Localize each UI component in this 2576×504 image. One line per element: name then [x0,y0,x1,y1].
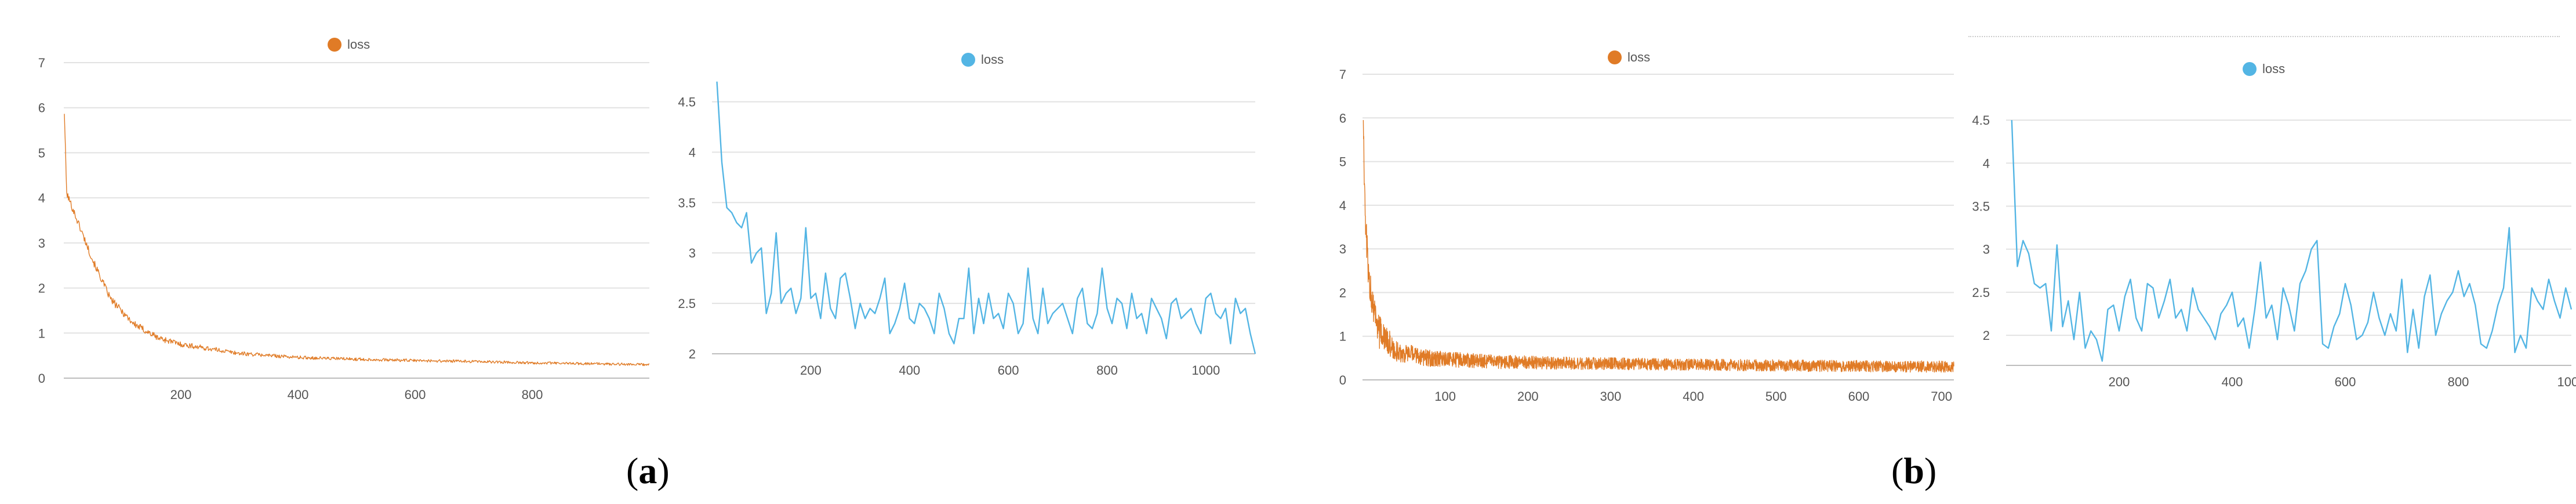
chart-a-right: loss 2 2.5 3 3.5 4 4.5 200 400 600 800 1000 [661,0,1258,441]
y-tick-label: 7 [1339,67,1346,82]
y-tick-label: 2 [1983,328,1990,343]
chart-b-left-plot: 0 1 2 3 4 5 6 7 100 200 300 400 500 600 700 [1339,67,1954,404]
y-tick-label: 2 [689,347,696,361]
y-tick-label: 5 [38,146,45,160]
x-tick-label: 200 [800,363,822,378]
y-tick-label: 6 [1339,111,1346,125]
y-tick-label: 3 [38,236,45,251]
y-tick-label: 2.5 [1972,285,1990,300]
x-tick-label: 700 [1931,389,1952,404]
x-tick-label: 1000 [1191,363,1220,378]
x-tick-label: 600 [1848,389,1870,404]
caption-a-letter: a [638,450,657,491]
x-tick-label: 100 [1434,389,1456,404]
y-tick-label: 3 [1339,242,1346,256]
chart-b-right-plot: 2 2.5 3 3.5 4 4.5 200 400 600 800 1000 [1972,113,2576,389]
legend-swatch [961,53,975,67]
y-tick-label: 0 [1339,373,1346,387]
y-tick-label: 4 [38,191,45,205]
x-tick-label: 400 [288,387,309,402]
legend: loss [328,37,370,52]
legend-swatch [2243,62,2257,76]
y-tick-label: 3 [689,246,696,260]
x-tick-label: 500 [1765,389,1787,404]
caption-b: (b) [1891,450,1937,491]
legend: loss [961,52,1004,67]
y-tick-label: 7 [38,56,45,70]
x-tick-label: 600 [405,387,426,402]
y-tick-label: 3.5 [678,195,696,210]
caption-b-letter: b [1903,450,1924,491]
y-tick-label: 4.5 [1972,113,1990,128]
caption-a: (a) [626,450,670,491]
series-line-loss [64,114,650,367]
x-tick-label: 400 [899,363,920,378]
y-tick-label: 4 [1339,198,1346,213]
series-line-loss [2011,120,2573,362]
y-tick-label: 3 [1983,242,1990,257]
legend-label: loss [347,37,370,52]
legend-label: loss [1627,50,1651,64]
series-line-loss [1363,119,1954,373]
x-tick-label: 600 [998,363,1019,378]
x-tick-label: 800 [1096,363,1118,378]
y-tick-label: 6 [38,101,45,115]
y-tick-label: 4 [689,145,696,159]
x-tick-label: 200 [170,387,192,402]
legend: loss [2243,61,2285,77]
x-tick-label: 200 [2109,375,2130,389]
legend-swatch [328,38,341,52]
y-tick-label: 0 [38,371,45,386]
y-tick-label: 4.5 [678,95,696,109]
legend-swatch [1608,50,1622,64]
y-tick-label: 2 [38,281,45,296]
x-tick-label: 800 [2448,375,2469,389]
chart-a-left-plot: 0 1 2 3 4 5 6 7 200 400 600 800 [38,56,650,402]
x-tick-label: 600 [2335,375,2356,389]
y-tick-label: 2.5 [678,296,696,311]
y-tick-label: 3.5 [1972,199,1990,213]
x-tick-label: 400 [1683,389,1704,404]
series-line-loss [716,81,1256,354]
chart-a-right-plot: 2 2.5 3 3.5 4 4.5 200 400 600 800 1000 [678,81,1256,378]
chart-b-left: loss 0 1 2 3 4 5 6 7 100 200 300 400 500 600 700 [1305,0,1960,441]
legend: loss [1608,50,1650,65]
legend-label: loss [2262,61,2286,76]
x-tick-label: 200 [1517,389,1539,404]
x-tick-label: 400 [2222,375,2243,389]
y-tick-label: 2 [1339,285,1346,300]
top-dotted-rule [1968,36,2560,37]
legend-label: loss [981,52,1004,67]
chart-b-right: loss 2 2.5 3 3.5 4 4.5 200 400 600 800 1000 [1960,0,2576,441]
x-tick-label: 800 [522,387,543,402]
x-tick-label: 1000 [2557,375,2576,389]
chart-a-left: loss 0 1 2 3 4 5 6 7 200 400 600 800 [0,0,661,441]
y-tick-label: 1 [38,326,45,340]
y-tick-label: 5 [1339,155,1346,169]
x-tick-label: 300 [1600,389,1622,404]
y-tick-label: 4 [1983,156,1990,171]
y-tick-label: 1 [1339,329,1346,344]
